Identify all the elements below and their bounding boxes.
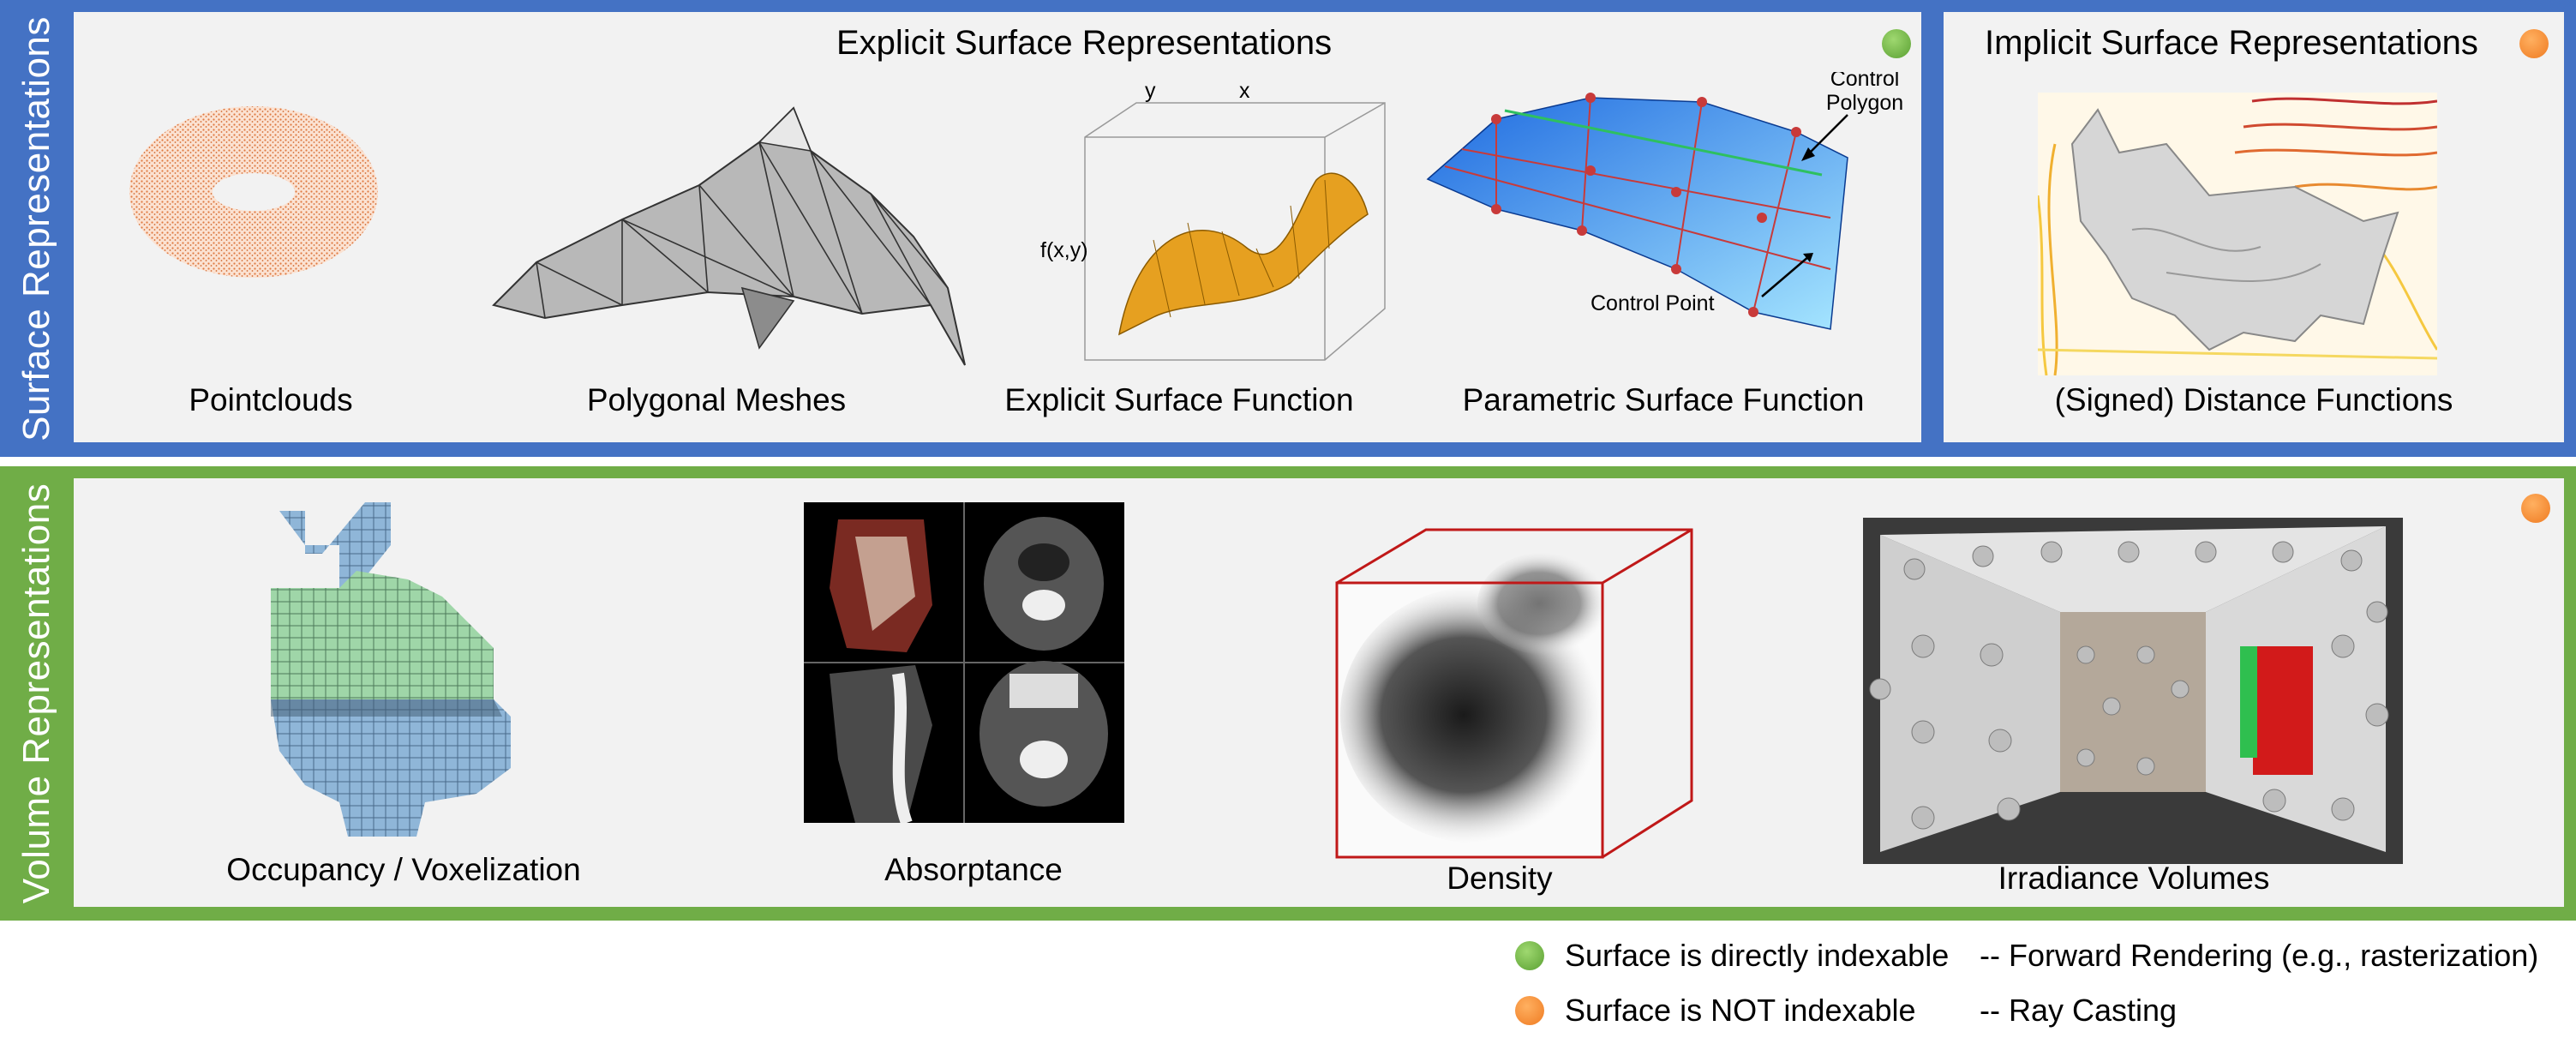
surface-representations-band: Surface Representations Explicit Surface… <box>0 0 2576 457</box>
legend-green-marker-icon <box>1515 941 1544 970</box>
not-indexable-marker-icon <box>2519 29 2549 58</box>
pointcloud-torus-figure <box>129 106 378 278</box>
polygon-mesh-dolphin-figure <box>492 106 966 366</box>
legend-ray-casting-text: -- Ray Casting <box>1980 993 2178 1028</box>
not-indexable-marker-icon-volume <box>2521 494 2550 523</box>
caption-absorptance: Absorptance <box>884 852 1063 887</box>
caption-pointclouds: Pointclouds <box>189 382 353 417</box>
control-polygon-label-2: Polygon <box>1826 91 1903 115</box>
caption-occupancy-voxelization: Occupancy / Voxelization <box>226 852 581 887</box>
caption-parametric-surface-function: Parametric Surface Function <box>1462 382 1865 417</box>
explicit-panel-title: Explicit Surface Representations <box>836 24 1333 62</box>
axis-f-label: f(x,y) <box>1040 238 1088 262</box>
implicit-panel-title: Implicit Surface Representations <box>1985 24 2478 62</box>
volume-representations-label: Volume Representations <box>15 483 57 904</box>
density-smoke-cube-figure <box>1335 528 1693 859</box>
ct-absorptance-figure <box>804 502 1124 823</box>
axis-y-label: y <box>1145 86 1156 103</box>
indexable-marker-icon <box>1882 29 1911 58</box>
voxel-bunny-figure <box>271 502 511 837</box>
control-point-label: Control Point <box>1591 291 1715 315</box>
explicit-surface-function-figure: y x f(x,y) <box>1040 86 1386 361</box>
irradiance-volumes-figure <box>1863 518 2403 864</box>
legend-orange-marker-icon <box>1515 996 1544 1025</box>
caption-irradiance-volumes: Irradiance Volumes <box>1998 861 2270 896</box>
signed-distance-bull-figure <box>2038 93 2437 375</box>
surface-representations-label: Surface Representations <box>15 15 57 441</box>
caption-polygonal-meshes: Polygonal Meshes <box>586 382 847 417</box>
volume-panel: Occupancy / Voxelization Absorptance Den… <box>74 478 2564 907</box>
legend-forward-rendering-text: -- Forward Rendering (e.g., rasterizatio… <box>1980 938 2539 973</box>
caption-explicit-surface-function: Explicit Surface Function <box>1004 382 1354 417</box>
explicit-surface-panel: Explicit Surface Representations <box>74 12 1921 442</box>
implicit-surface-panel: Implicit Surface Representations (Signed… <box>1944 12 2564 442</box>
legend-not-indexable-text: Surface is NOT indexable <box>1565 993 1916 1028</box>
volume-representations-band: Volume Representations <box>0 466 2576 921</box>
legend-indexable-text: Surface is directly indexable <box>1565 938 1950 973</box>
axis-x-label: x <box>1239 86 1250 103</box>
caption-density: Density <box>1447 861 1553 896</box>
control-polygon-label-1: Control <box>1830 72 1900 91</box>
caption-signed-distance-functions: (Signed) Distance Functions <box>2054 382 2453 417</box>
parametric-surface-figure: Control Polygon Control Point <box>1426 72 1903 330</box>
